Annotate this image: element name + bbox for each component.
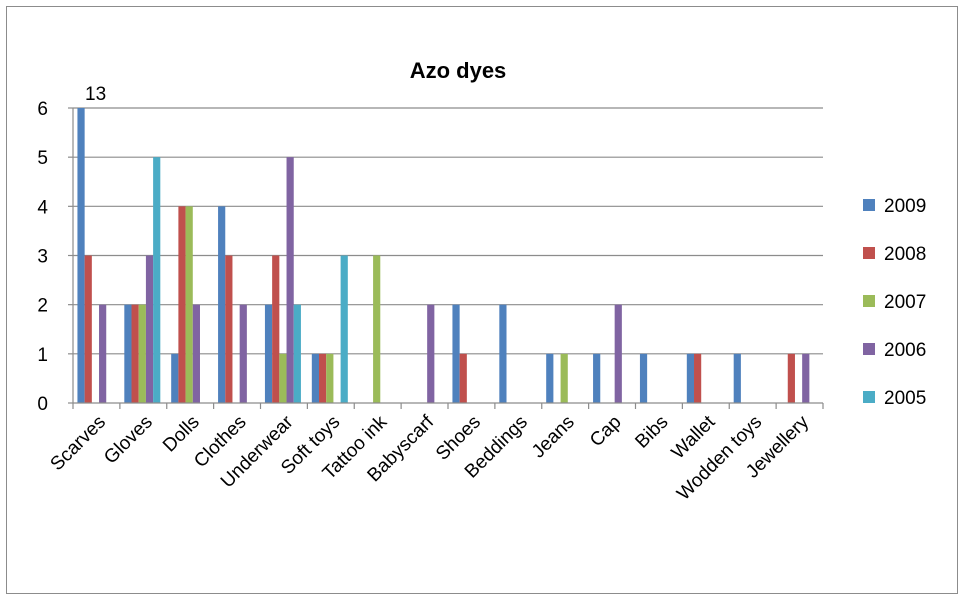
bar-underwear-2008 xyxy=(272,255,280,403)
bar-jeans-2007 xyxy=(560,353,568,403)
bar-gloves-2007 xyxy=(138,304,146,403)
bar-scarves-2006 xyxy=(99,304,107,403)
bar-babyscarf-2006 xyxy=(427,304,435,403)
bar-wodden-toys-2009 xyxy=(733,353,741,403)
legend-label-2006: 2006 xyxy=(884,340,926,361)
y-tick-label: 0 xyxy=(37,394,48,415)
bar-beddings-2009 xyxy=(499,304,507,403)
bar-clothes-2009 xyxy=(218,206,226,403)
axes xyxy=(68,107,824,409)
y-tick-label: 3 xyxy=(37,247,48,268)
bar-dolls-2008 xyxy=(178,206,186,403)
x-category-label: Bibs xyxy=(631,412,672,453)
y-tick-label: 4 xyxy=(37,197,48,218)
bar-wallet-2009 xyxy=(686,353,695,403)
x-category-label: Cap xyxy=(586,412,625,451)
bar-underwear-2006 xyxy=(286,157,294,403)
bar-soft-toys-2009 xyxy=(311,353,320,403)
bar-jewellery-2008 xyxy=(787,353,795,403)
y-tick-labels: 0 1 2 3 4 5 6 xyxy=(37,99,48,415)
x-category-label: Gloves xyxy=(100,412,157,469)
legend-label-2005: 2005 xyxy=(884,388,926,409)
legend: 2009 2008 2007 2006 2005 xyxy=(863,196,926,409)
legend-swatch-2007 xyxy=(863,295,875,307)
bar-bibs-2009 xyxy=(639,353,648,403)
data-label: 13 xyxy=(85,84,106,105)
legend-label-2007: 2007 xyxy=(884,292,926,313)
bar-tattoo-ink-2007 xyxy=(373,255,381,403)
y-tick-label: 5 xyxy=(37,148,48,169)
bar-shoes-2008 xyxy=(459,353,467,403)
y-tick-label: 1 xyxy=(37,345,48,366)
bar-soft-toys-2008 xyxy=(319,353,327,403)
bar-underwear-2009 xyxy=(264,304,273,403)
bar-dolls-2007 xyxy=(185,206,193,403)
bar-soft-toys-2007 xyxy=(326,353,334,403)
chart-frame xyxy=(6,6,958,594)
bar-dolls-2006 xyxy=(192,304,200,403)
bar-wallet-2008 xyxy=(694,353,702,403)
y-tick-label: 6 xyxy=(37,99,48,120)
bar-scarves-2008 xyxy=(84,255,92,403)
bar-cap-2009 xyxy=(593,353,601,403)
x-category-label: Jeans xyxy=(528,412,579,463)
legend-swatch-2008 xyxy=(863,247,875,259)
bar-dolls-2009 xyxy=(171,353,179,403)
legend-swatch-2005 xyxy=(863,391,875,403)
bar-gloves-2009 xyxy=(124,304,132,403)
bar-gloves-2006 xyxy=(145,255,154,403)
legend-swatch-2006 xyxy=(863,343,875,355)
legend-swatch-2009 xyxy=(863,199,875,211)
bar-jeans-2009 xyxy=(546,353,554,403)
bar-gloves-2005 xyxy=(153,157,161,403)
legend-label-2008: 2008 xyxy=(884,244,926,265)
x-category-label: Scarves xyxy=(47,412,110,475)
bar-clothes-2008 xyxy=(225,255,233,403)
bar-clothes-2006 xyxy=(239,304,247,403)
legend-label-2009: 2009 xyxy=(884,196,926,217)
bar-jewellery-2006 xyxy=(802,353,810,403)
bar-underwear-2005 xyxy=(293,304,301,403)
chart-title: Azo dyes xyxy=(410,58,507,83)
bar-soft-toys-2005 xyxy=(340,255,348,403)
bar-scarves-2009 xyxy=(77,108,85,403)
bar-underwear-2007 xyxy=(279,353,287,403)
bar-shoes-2009 xyxy=(452,304,460,403)
bar-gloves-2008 xyxy=(131,304,139,403)
annotations: 13 xyxy=(85,84,106,105)
bars xyxy=(77,108,810,403)
y-tick-label: 2 xyxy=(37,296,48,317)
bar-cap-2006 xyxy=(614,304,622,403)
